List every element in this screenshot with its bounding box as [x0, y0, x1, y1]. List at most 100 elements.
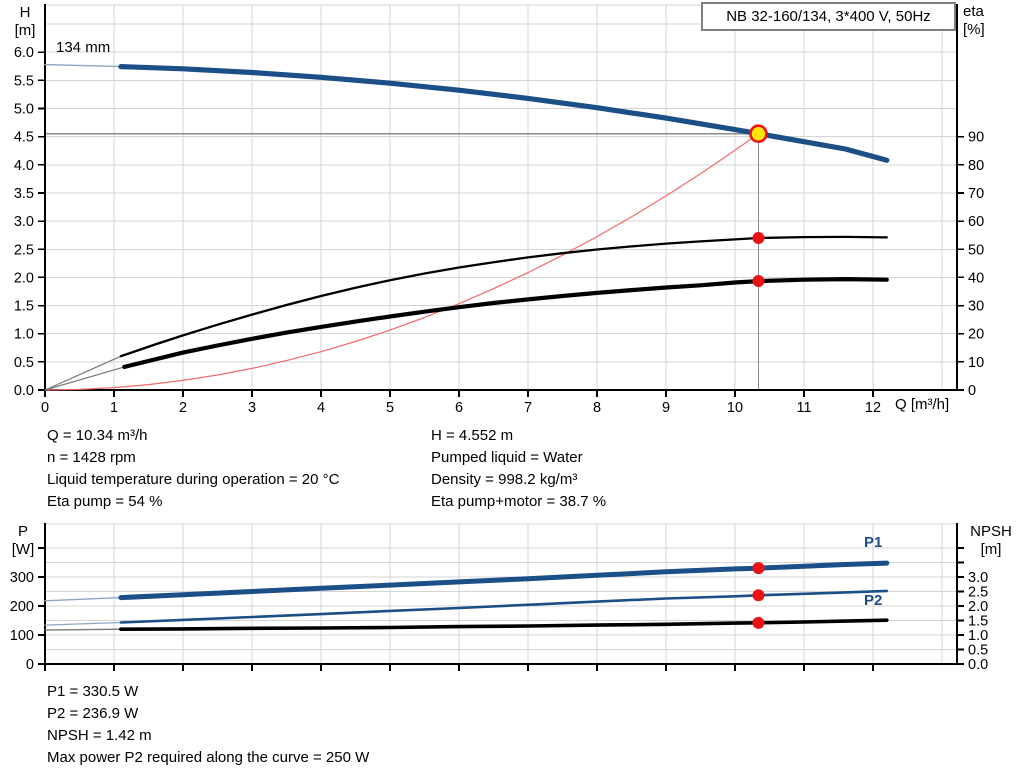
y-right-tick-label: 90 — [968, 130, 984, 146]
y-left-tick-label: 0.5 — [14, 355, 34, 371]
duty-dot — [752, 231, 765, 244]
x-tick-label: 3 — [248, 400, 256, 416]
info-line: Pumped liquid = Water — [431, 449, 583, 466]
y-right-tick-label: 1.0 — [968, 628, 988, 644]
y-left-tick-label: 2.0 — [14, 270, 34, 286]
eta-pump-motor-curve-lead — [44, 366, 125, 391]
p2-curve-lead — [44, 621, 122, 626]
npsh-axis-name: NPSH — [970, 523, 1012, 540]
duty-info-left: Q = 10.34 m³/h n = 1428 rpm Liquid tempera… — [47, 425, 339, 513]
info-line: Q = 10.34 m³/h — [47, 427, 148, 444]
x-tick-label: 8 — [593, 400, 601, 416]
p1-curve — [118, 560, 890, 601]
x-tick-label: 2 — [179, 400, 187, 416]
y-left-tick-label: 1.5 — [14, 299, 34, 315]
x-tick-label: 4 — [317, 400, 325, 416]
y-right-tick-label: 0.0 — [968, 657, 988, 673]
pump-title-box: NB 32-160/134, 3*400 V, 50Hz — [701, 2, 956, 31]
head-curve-134mm-lead — [44, 63, 122, 68]
info-line: n = 1428 rpm — [47, 449, 136, 466]
duty-point-marker[interactable] — [749, 124, 768, 144]
duty-info-right: H = 4.552 m Pumped liquid = Water Density … — [431, 425, 606, 513]
npsh-curve-lead — [44, 628, 122, 631]
y-left-tick-label: 4.5 — [14, 130, 34, 146]
npsh-axis-label: NPSH [m] — [962, 523, 1020, 559]
power-info: P1 = 330.5 W P2 = 236.9 W NPSH = 1.42 m Max… — [47, 681, 369, 769]
eta-pump-curve-lead — [44, 355, 122, 391]
x-tick-label: 9 — [662, 400, 670, 416]
p-axis-unit: [W] — [11, 541, 35, 558]
y-left-tick-label: 1.0 — [14, 327, 34, 343]
y-right-tick-label: 10 — [968, 355, 984, 371]
h-axis-name: H — [19, 4, 31, 21]
duty-dot — [752, 275, 765, 288]
info-line: Eta pump = 54 % — [47, 493, 163, 510]
y-right-tick-label: 60 — [968, 214, 984, 230]
eta-pump-curve — [119, 235, 888, 358]
y-left-tick-label: 200 — [10, 599, 34, 615]
p1-curve-lead — [44, 596, 122, 602]
y-right-tick-label: 2.0 — [968, 599, 988, 615]
y-left-tick-label: 5.0 — [14, 102, 34, 118]
eta-axis-name: eta — [963, 3, 984, 20]
y-left-tick-label: 3.5 — [14, 186, 34, 202]
y-left-tick-label: 3.0 — [14, 214, 34, 230]
x-tick-label: 0 — [41, 400, 49, 416]
impeller-diameter-label: 134 mm — [56, 39, 111, 56]
p1-series-label: P1 — [864, 534, 883, 551]
y-right-tick-label: 40 — [968, 270, 984, 286]
info-line: Eta pump+motor = 38.7 % — [431, 493, 607, 510]
info-line: NPSH = 1.42 m — [47, 727, 152, 744]
y-left-tick-label: 0 — [26, 657, 34, 673]
duty-dot — [752, 562, 765, 575]
y-left-tick-label: 0.0 — [14, 383, 34, 399]
y-right-tick-label: 0 — [968, 383, 976, 399]
p2-curve — [119, 589, 889, 624]
npsh-axis-unit: [m] — [980, 541, 1002, 558]
x-tick-label: 12 — [865, 400, 881, 416]
q-axis-label: Q [m³/h] — [895, 396, 950, 413]
eta-pump-motor-curve — [122, 277, 889, 369]
y-left-tick-label: 300 — [10, 570, 34, 586]
p-axis-name: P — [17, 523, 28, 540]
x-tick-label: 11 — [796, 400, 811, 416]
y-right-tick-label: 1.5 — [968, 614, 988, 630]
x-tick-label: 1 — [110, 400, 118, 416]
info-line: H = 4.552 m — [431, 427, 514, 444]
duty-dot — [752, 616, 765, 629]
y-right-tick-label: 2.5 — [968, 585, 988, 601]
x-tick-label: 5 — [386, 400, 394, 416]
y-right-tick-label: 50 — [968, 242, 984, 258]
duty-dot — [752, 589, 765, 602]
eta-axis-unit: [%] — [963, 21, 985, 38]
p2-series-label: P2 — [864, 592, 883, 609]
p-axis-label: P [W] — [4, 523, 42, 559]
y-left-tick-label: 100 — [10, 628, 34, 644]
y-right-tick-label: 3.0 — [968, 570, 988, 586]
npsh-curve — [119, 618, 889, 632]
info-line: Density = 998.2 kg/m³ — [431, 471, 578, 488]
info-line: P1 = 330.5 W — [47, 683, 139, 700]
x-tick-label: 10 — [727, 400, 743, 416]
y-right-tick-label: 20 — [968, 327, 984, 343]
head-curve-134mm — [118, 63, 890, 163]
h-axis-label: H [m] — [6, 4, 44, 40]
x-tick-label: 7 — [524, 400, 532, 416]
h-axis-unit: [m] — [14, 22, 36, 39]
y-right-tick-label: 70 — [968, 186, 984, 202]
y-left-tick-label: 6.0 — [14, 45, 34, 61]
y-right-tick-label: 30 — [968, 299, 984, 315]
x-tick-label: 6 — [455, 400, 463, 416]
y-left-tick-label: 5.5 — [14, 73, 34, 89]
y-right-tick-label: 0.5 — [968, 643, 988, 659]
y-left-tick-label: 4.0 — [14, 158, 34, 174]
info-line: Liquid temperature during operation = 20… — [47, 471, 340, 488]
info-line: Max power P2 required along the curve = … — [47, 749, 370, 766]
system-curve — [44, 133, 760, 391]
y-right-tick-label: 80 — [968, 158, 984, 174]
info-line: P2 = 236.9 W — [47, 705, 139, 722]
y-left-tick-label: 2.5 — [14, 242, 34, 258]
eta-axis-label: eta [%] — [963, 3, 1005, 39]
